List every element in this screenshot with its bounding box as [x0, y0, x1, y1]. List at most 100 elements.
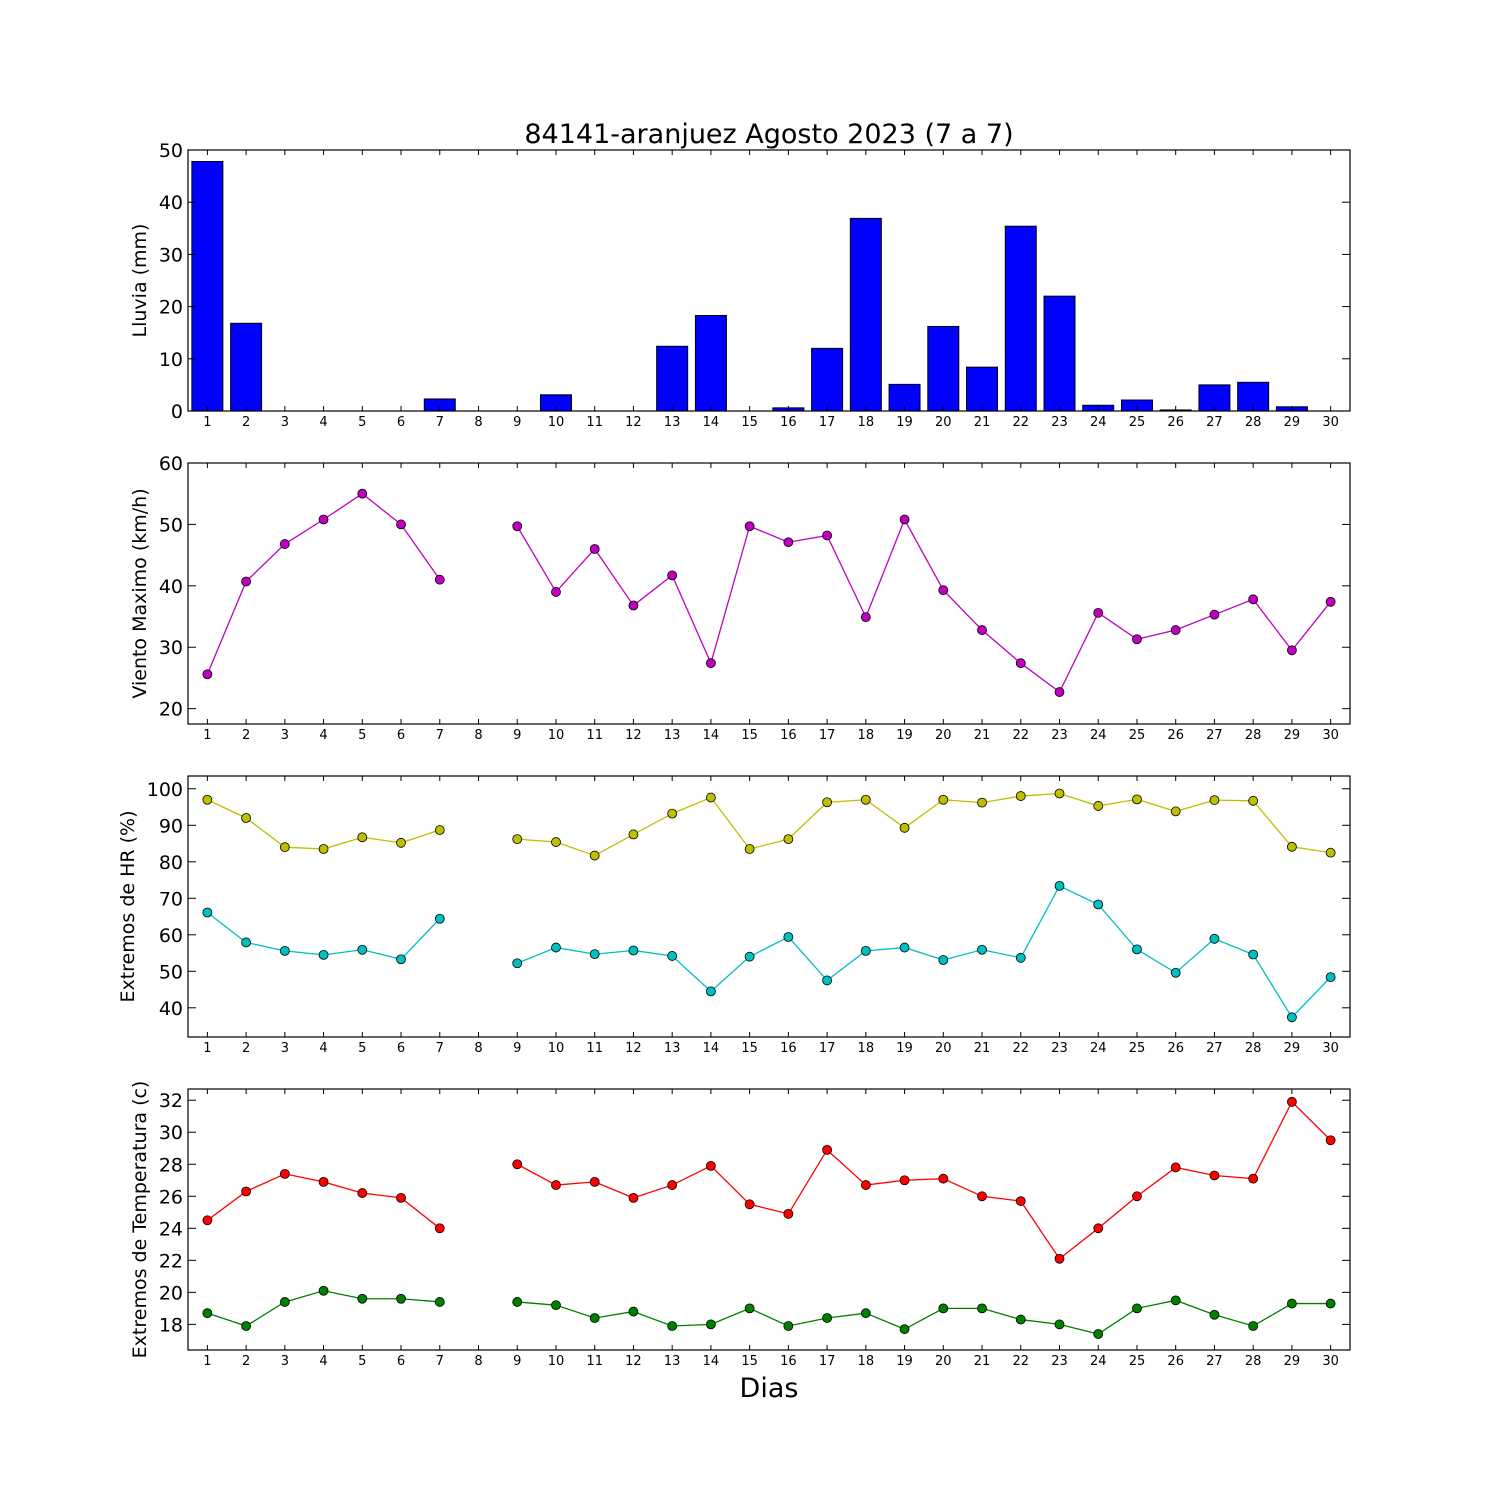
- humidity-series-1-point-day-13: [667, 808, 678, 819]
- temperature-series-1-point-day-14: [706, 1160, 716, 1171]
- temperature-series-1-point-day-27: [1209, 1170, 1220, 1181]
- rain-xtick-label-7: 7: [436, 415, 444, 430]
- humidity-series-1-point-day-3: [279, 842, 290, 853]
- humidity-series-2-point-day-28: [1248, 949, 1259, 960]
- temperature-xtick-label-30: 30: [1322, 1354, 1339, 1369]
- rain-xtick-label-20: 20: [935, 415, 952, 430]
- temperature-ytick-label-30: 30: [159, 1122, 183, 1144]
- humidity-xtick-label-7: 7: [436, 1041, 444, 1056]
- rain-bar-day-20: [927, 325, 960, 412]
- humidity-xtick-label-4: 4: [319, 1041, 327, 1056]
- rain-xtick-label-4: 4: [319, 415, 327, 430]
- wind-series-1-point-day-16: [783, 537, 794, 548]
- rain-xtick-label-10: 10: [548, 415, 565, 430]
- wind-series-1-point-day-2: [241, 576, 252, 587]
- rain-xtick-label-23: 23: [1051, 415, 1068, 430]
- rain-ytick-label-40: 40: [159, 192, 183, 214]
- temperature-series-2-point-day-30: [1325, 1298, 1336, 1309]
- rain-xtick-label-19: 19: [896, 415, 913, 430]
- wind-xtick-label-30: 30: [1322, 728, 1339, 743]
- temperature-ytick-label-22: 22: [159, 1250, 183, 1272]
- humidity-series-1-point-day-29: [1287, 841, 1297, 852]
- wind-ytick-label-40: 40: [159, 576, 183, 598]
- wind-series-1-point-day-1: [202, 669, 213, 680]
- rain-xtick-label-25: 25: [1129, 415, 1146, 430]
- humidity-series-2-point-day-23: [1054, 880, 1065, 891]
- humidity-series-1-point-day-1: [202, 794, 213, 805]
- wind-series-1-point-day-25: [1132, 634, 1142, 645]
- wind-series-1-point-day-15: [744, 521, 755, 532]
- temperature-series-2-point-day-11: [589, 1313, 600, 1323]
- wind-series-1-point-day-22: [1015, 658, 1026, 669]
- temperature-series-1-point-day-10: [551, 1180, 561, 1190]
- humidity-xtick-label-20: 20: [935, 1041, 952, 1056]
- humidity-series-1-point-day-18: [860, 794, 871, 805]
- rain-axes-frame: [187, 149, 1351, 412]
- temperature-xtick-label-20: 20: [935, 1354, 952, 1369]
- humidity-xtick-label-25: 25: [1129, 1041, 1146, 1056]
- humidity-ytick-label-50: 50: [159, 961, 183, 983]
- humidity-series-1-point-day-26: [1170, 806, 1181, 817]
- temperature-series-2-point-day-19: [899, 1324, 910, 1335]
- wind-axes-frame: [187, 462, 1351, 725]
- humidity-xtick-label-17: 17: [819, 1041, 836, 1056]
- temperature-ytick-label-24: 24: [159, 1218, 183, 1240]
- wind-xtick-label-21: 21: [974, 728, 991, 743]
- temperature-xtick-label-5: 5: [358, 1354, 366, 1369]
- temperature-xtick-label-2: 2: [242, 1354, 250, 1369]
- rain-xtick-label-24: 24: [1090, 415, 1107, 430]
- humidity-series-1-point-day-5: [357, 832, 368, 843]
- humidity-series-1-point-day-24: [1093, 801, 1104, 811]
- temperature-series-2-point-day-13: [667, 1321, 678, 1331]
- temperature-xtick-label-28: 28: [1245, 1354, 1262, 1369]
- rain-bar-day-2: [230, 322, 263, 412]
- temperature-series-1-point-day-22: [1015, 1196, 1026, 1206]
- temperature-series-1-point-day-5: [357, 1188, 368, 1198]
- temperature-series-1-point-day-4: [318, 1176, 329, 1187]
- temperature-series-2-point-day-12: [628, 1306, 639, 1317]
- rain-bar-day-23: [1043, 295, 1076, 412]
- temperature-series-1-point-day-19: [899, 1175, 910, 1186]
- humidity-xtick-label-23: 23: [1051, 1041, 1068, 1056]
- humidity-series-1-point-day-20: [938, 794, 949, 805]
- temperature-xtick-label-9: 9: [513, 1354, 521, 1369]
- temperature-series-1-point-day-12: [628, 1192, 639, 1203]
- wind-xtick-label-13: 13: [664, 728, 681, 743]
- wind-y-axis-label: Viento Maximo (km/h): [129, 488, 151, 698]
- temperature-series-1-point-day-25: [1132, 1191, 1142, 1202]
- wind-series-1-point-day-23: [1054, 687, 1065, 697]
- temperature-series-2-point-day-5: [357, 1293, 368, 1304]
- humidity-series-1-point-day-28: [1248, 795, 1259, 806]
- temperature-series-2-point-day-18: [860, 1308, 871, 1319]
- temperature-series-1-point-day-17: [822, 1144, 832, 1155]
- humidity-xtick-label-28: 28: [1245, 1041, 1262, 1056]
- humidity-series-1-line-2: [517, 792, 1331, 857]
- humidity-xtick-label-14: 14: [703, 1041, 720, 1056]
- temperature-series-2-point-day-1: [202, 1308, 213, 1319]
- temperature-series-1-point-day-16: [783, 1209, 794, 1219]
- humidity-xtick-label-12: 12: [625, 1041, 642, 1056]
- humidity-xtick-label-26: 26: [1167, 1041, 1184, 1056]
- humidity-series-2-point-day-10: [551, 942, 561, 953]
- humidity-xtick-label-16: 16: [780, 1041, 797, 1056]
- humidity-xtick-label-10: 10: [548, 1041, 565, 1056]
- humidity-series-1-point-day-14: [706, 792, 716, 803]
- temperature-series-1-point-day-20: [938, 1173, 949, 1184]
- humidity-series-2-point-day-5: [357, 944, 368, 955]
- humidity-series-2-point-day-29: [1287, 1012, 1297, 1023]
- wind-series-1-point-day-12: [628, 600, 639, 611]
- humidity-series-1-point-day-9: [512, 834, 523, 845]
- humidity-ytick-label-100: 100: [147, 779, 183, 801]
- temperature-series-1-point-day-21: [977, 1191, 987, 1202]
- wind-ytick-label-30: 30: [159, 637, 183, 659]
- rain-xtick-label-2: 2: [242, 415, 250, 430]
- humidity-series-1-point-day-19: [899, 822, 910, 833]
- humidity-xtick-label-9: 9: [513, 1041, 521, 1056]
- humidity-ytick-label-60: 60: [159, 925, 183, 947]
- temperature-series-1-point-day-15: [744, 1199, 755, 1210]
- temperature-series-2-point-day-21: [977, 1303, 987, 1314]
- rain-xtick-label-9: 9: [513, 415, 521, 430]
- wind-series-1-point-day-9: [512, 521, 523, 532]
- wind-xtick-label-9: 9: [513, 728, 521, 743]
